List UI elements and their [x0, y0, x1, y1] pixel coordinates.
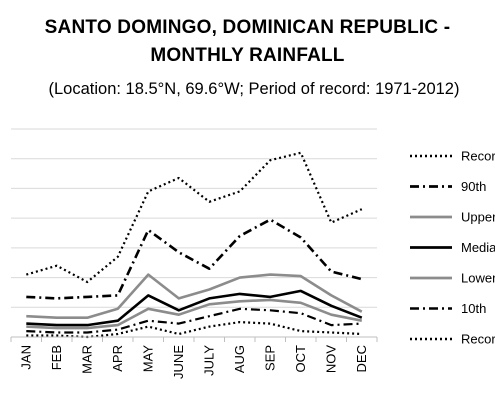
legend-label: Median	[461, 240, 495, 255]
legend: Record 90th Upper Median Lower 10th Record	[410, 149, 495, 347]
series-line	[26, 298, 363, 330]
series-line	[26, 218, 363, 300]
x-tick-label: AUG	[232, 345, 247, 373]
x-tick-label: OCT	[293, 345, 308, 373]
chart-title: SANTO DOMINGO, DOMINICAN REPUBLIC - MONT…	[44, 17, 451, 66]
x-axis: JAN FEB MAR APR MAY JUNE JULY AUG SEP OCT NOV DEC	[10, 336, 378, 379]
x-tick-label: JULY	[201, 345, 216, 376]
chart-subtitle: (Location: 18.5°N, 69.6°W; Period of rec…	[48, 80, 460, 98]
series-line	[26, 273, 363, 320]
x-tick-label: MAR	[79, 345, 94, 374]
legend-label: 90th	[461, 179, 486, 194]
legend-label: Lower	[461, 271, 495, 286]
x-tick-label: FEB	[49, 345, 64, 370]
series-line	[25, 151, 363, 284]
series-lines	[25, 151, 363, 339]
legend-label: 10th	[461, 301, 486, 316]
series-line	[26, 289, 363, 327]
x-tick-label: JUNE	[171, 345, 186, 379]
legend-label: Record	[461, 332, 495, 347]
legend-label: Upper	[461, 210, 495, 225]
x-tick-label: MAY	[140, 345, 155, 373]
x-tick-label: SEP	[262, 345, 277, 371]
x-tick-label: JAN	[18, 345, 33, 370]
x-tick-label: DEC	[354, 345, 369, 372]
x-tick-label: NOV	[323, 345, 338, 374]
x-tick-label: APR	[110, 345, 125, 372]
legend-label: Record	[461, 149, 495, 164]
grid-lines	[11, 128, 377, 308]
